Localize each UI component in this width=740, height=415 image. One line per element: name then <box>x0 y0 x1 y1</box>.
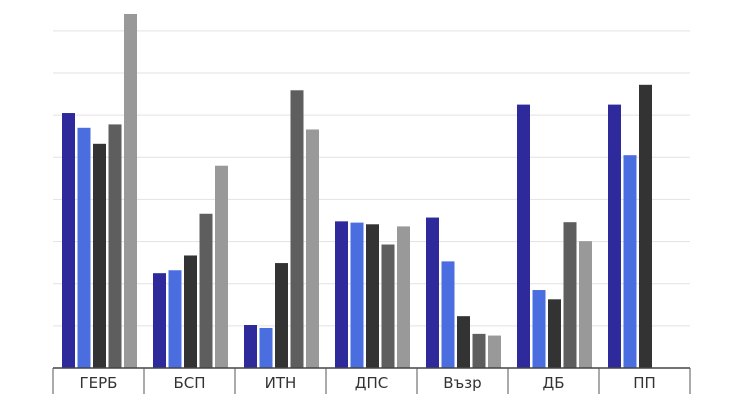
bar-3-5 <box>306 129 319 368</box>
bar-5-2 <box>441 261 455 368</box>
bar-2-3 <box>184 255 197 368</box>
bar-1-1 <box>62 113 75 369</box>
bar-7-1 <box>608 104 621 368</box>
x-tick-label: ГЕРБ <box>80 374 118 392</box>
bar-6-1 <box>517 104 530 368</box>
bar-1-4 <box>108 124 122 369</box>
bar-4-1 <box>335 221 348 368</box>
bar-6-5 <box>579 241 592 368</box>
bar-3-1 <box>244 325 257 368</box>
bar-7-2 <box>623 155 637 368</box>
bar-4-3 <box>366 224 379 368</box>
bar-6-3 <box>548 299 561 368</box>
bar-2-1 <box>153 273 166 368</box>
bar-6-2 <box>532 290 546 368</box>
bar-3-4 <box>290 90 304 369</box>
bar-5-5 <box>488 335 501 368</box>
x-tick-label: ПП <box>633 374 656 392</box>
bar-5-3 <box>457 316 470 368</box>
bar-5-1 <box>426 217 439 368</box>
bar-2-2 <box>168 270 182 368</box>
x-tick-label: ИТН <box>265 374 297 392</box>
bars <box>62 14 652 369</box>
bar-6-4 <box>563 222 577 368</box>
bar-2-5 <box>215 165 228 368</box>
x-tick-label: ДПС <box>355 374 388 392</box>
bar-2-4 <box>199 213 213 368</box>
bar-3-3 <box>275 263 288 368</box>
x-tick-label: Възр <box>443 374 481 392</box>
bar-3-2 <box>259 327 273 368</box>
bar-4-2 <box>350 222 364 368</box>
x-axis-ticks: ГЕРБ БСП ИТН ДПС Възр ДБ ПП <box>52 368 691 394</box>
bar-5-4 <box>472 333 486 368</box>
bar-1-5 <box>124 14 137 368</box>
x-tick-label: БСП <box>173 374 205 392</box>
bar-1-2 <box>77 127 91 369</box>
bar-7-3 <box>639 84 652 369</box>
bar-4-4 <box>381 244 395 368</box>
bar-4-5 <box>397 226 410 368</box>
bar-1-3 <box>93 143 106 368</box>
x-tick-label: ДБ <box>542 374 564 392</box>
